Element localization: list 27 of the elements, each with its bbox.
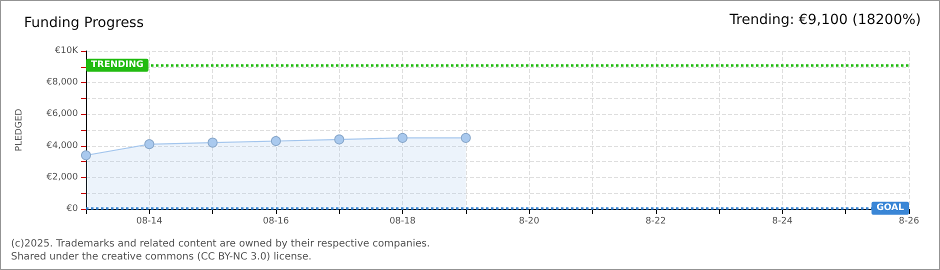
text: Shared under the creative commons (CC BY-NC 3.0) license. (11, 252, 312, 262)
ref-line-label: TRENDING (91, 60, 144, 70)
y-tick-label: €2,000 (46, 172, 78, 182)
x-tick-label: 08-16 (262, 216, 290, 226)
x-tick-label: 08-14 (136, 216, 163, 226)
y-tick-label: €0 (66, 204, 78, 214)
text: (c)2025. Trademarks and related content are owned by their respective companies. (11, 238, 430, 250)
point (81, 150, 91, 160)
y-tick-label: €10K (54, 46, 80, 56)
y-tick-label: €4,000 (46, 140, 78, 151)
point (334, 134, 344, 144)
point (460, 132, 471, 143)
point (144, 139, 154, 150)
x-tick-label: 8-24 (772, 216, 793, 226)
point (398, 132, 408, 143)
x-tick-label: 8-20 (518, 216, 540, 226)
y-tick-label: €6,000 (46, 109, 78, 120)
x-tick-label: 8-22 (646, 216, 666, 226)
point (208, 138, 218, 148)
x-tick-label: 08-18 (389, 216, 416, 226)
x-tick-label: 8-26 (898, 216, 920, 226)
ref-line-label: GOAL (876, 203, 904, 214)
y-tick-label: €8,000 (46, 78, 78, 88)
point (270, 136, 281, 146)
y-axis-title: PLEDGED (14, 108, 24, 152)
chart-title: Funding Progress (24, 15, 144, 31)
chart-subtitle: Trending: €9,100 (18200%) (728, 12, 922, 28)
